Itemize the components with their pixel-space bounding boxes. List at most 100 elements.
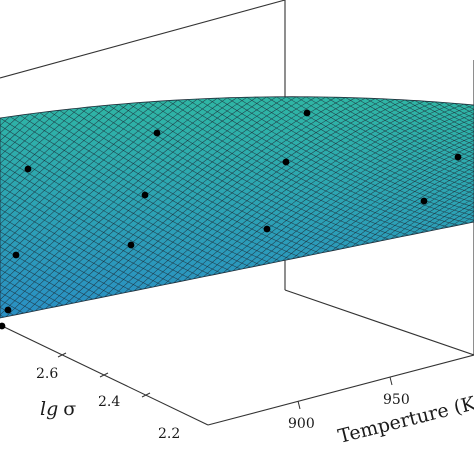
mesh-line xyxy=(0,97,238,318)
data-point-11 xyxy=(4,306,12,314)
mesh-line xyxy=(365,97,474,192)
mesh-line xyxy=(0,104,109,318)
data-point-5 xyxy=(24,165,32,173)
data-point-1 xyxy=(303,109,311,117)
mesh-line xyxy=(223,105,474,274)
mesh-line xyxy=(341,120,474,250)
surface xyxy=(0,96,474,319)
mesh-line xyxy=(242,107,474,270)
mesh-line xyxy=(272,111,474,264)
mesh-line xyxy=(0,98,208,318)
mesh-line xyxy=(104,97,366,298)
mesh-line xyxy=(321,117,474,254)
y-axis-label: lg σ xyxy=(40,398,76,420)
x-tick-mark-2 xyxy=(389,376,393,386)
data-point-10 xyxy=(12,251,20,259)
data-point-8 xyxy=(263,225,271,233)
mesh-line xyxy=(424,100,474,180)
mesh-line xyxy=(0,104,119,318)
y-tick-label-2: 2.4 xyxy=(98,394,120,410)
mesh-line xyxy=(394,99,474,186)
y-axis-label-sym: σ xyxy=(63,398,76,420)
mesh-line xyxy=(45,96,307,309)
surface-mesh xyxy=(0,96,474,318)
data-point-9 xyxy=(127,241,135,249)
mesh-line xyxy=(94,97,356,300)
mesh-line xyxy=(0,101,149,318)
y-tick-mark-3 xyxy=(57,352,67,358)
mesh-line xyxy=(361,123,474,246)
mesh-line xyxy=(114,98,376,296)
mesh-line xyxy=(35,96,297,311)
mesh-line xyxy=(173,101,435,284)
x-tick-label-2: 950 xyxy=(383,392,410,408)
y-axis-label-var: lg xyxy=(40,398,58,420)
y-tick-label-3: 2.6 xyxy=(36,366,58,382)
data-point-4 xyxy=(282,158,290,166)
mesh-line xyxy=(384,98,474,188)
mesh-line xyxy=(400,130,474,238)
mesh-line xyxy=(163,100,425,286)
mesh-line xyxy=(296,96,474,206)
mesh-line xyxy=(331,119,474,252)
mesh-line xyxy=(0,102,139,318)
mesh-line xyxy=(134,99,396,292)
mesh-line xyxy=(345,97,474,196)
mesh-line xyxy=(371,125,474,244)
mesh-line xyxy=(302,114,474,258)
x-tick-mark-1 xyxy=(297,400,301,410)
mesh-line xyxy=(0,103,129,318)
axes-box xyxy=(0,0,474,426)
data-points xyxy=(0,109,462,330)
mesh-line xyxy=(325,96,474,200)
mesh-line xyxy=(0,99,188,318)
mesh-line xyxy=(0,105,99,318)
mesh-line xyxy=(193,103,455,280)
mesh-line xyxy=(0,100,169,318)
y-tick-mark-2 xyxy=(99,372,109,378)
mesh-line xyxy=(0,96,257,318)
mesh-line xyxy=(0,100,159,318)
mesh-line xyxy=(0,111,50,318)
mesh-line xyxy=(414,100,474,182)
mesh-line xyxy=(305,96,474,204)
mesh-line xyxy=(84,97,346,302)
y-axis: 2.2 2.4 2.6 lg σ xyxy=(36,352,180,442)
mesh-line xyxy=(203,103,465,278)
mesh-line xyxy=(144,99,406,290)
mesh-line xyxy=(266,96,474,212)
y-tick-mark-1 xyxy=(141,392,151,398)
mesh-line xyxy=(232,106,474,272)
x-axis: 900 950 Temperture (K) xyxy=(288,376,474,448)
mesh-line xyxy=(420,134,474,234)
mesh-line xyxy=(351,122,474,248)
mesh-line xyxy=(375,98,474,190)
mesh-line xyxy=(0,99,178,318)
data-point-12 xyxy=(0,322,6,330)
mesh-line xyxy=(311,116,474,256)
mesh-line xyxy=(404,99,474,184)
mesh-line xyxy=(286,96,474,208)
mesh-line xyxy=(262,109,474,266)
mesh-line xyxy=(153,100,415,288)
right-floor-edge xyxy=(207,354,474,426)
mesh-line xyxy=(213,104,474,276)
mesh-line xyxy=(390,128,474,240)
surface-outline xyxy=(0,96,474,319)
mesh-line xyxy=(5,96,267,317)
mesh-line xyxy=(315,96,474,202)
mesh-line xyxy=(0,97,228,318)
mesh-line xyxy=(55,96,317,307)
data-point-6 xyxy=(141,191,149,199)
mesh-line xyxy=(74,96,336,304)
mesh-line xyxy=(0,107,80,318)
x-tick-label-1: 900 xyxy=(288,416,315,432)
mesh-line xyxy=(381,127,474,242)
mesh-line xyxy=(0,110,60,318)
mesh-line xyxy=(0,106,90,318)
mesh-line xyxy=(0,97,248,318)
mesh-line xyxy=(335,96,474,198)
mesh-line xyxy=(124,98,386,294)
mesh-line xyxy=(410,132,474,236)
